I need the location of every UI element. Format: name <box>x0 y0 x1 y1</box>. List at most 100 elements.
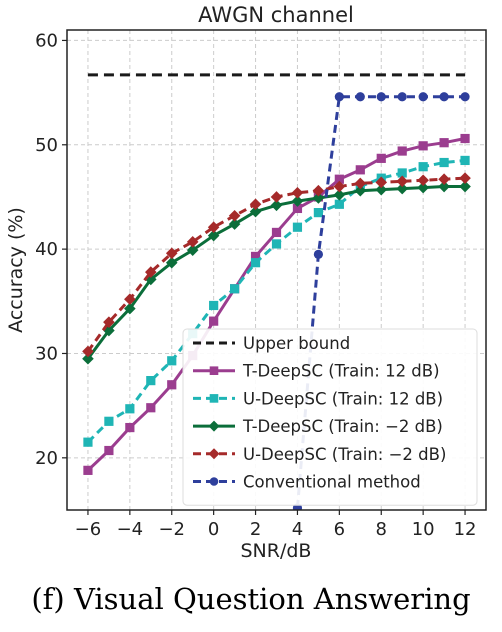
data-point-diamond <box>165 247 178 260</box>
legend-label: T-DeepSC (Train: −2 dB) <box>242 417 443 436</box>
data-point-diamond <box>249 198 262 211</box>
data-point-square <box>439 157 449 168</box>
legend-label: U-DeepSC (Train: 12 dB) <box>243 389 443 408</box>
data-point-diamond <box>333 180 346 193</box>
data-point-diamond <box>333 189 346 201</box>
data-point-diamond <box>145 266 157 278</box>
data-point-square <box>209 316 219 326</box>
legend-label: Upper bound <box>243 334 350 353</box>
ticks: −6 −4 −2 0 2 4 6 8 10 12 20 30 40 50 60 <box>35 30 476 540</box>
data-point-square <box>83 437 93 447</box>
data-point-diamond <box>249 205 262 218</box>
series-group <box>82 172 471 358</box>
data-point-diamond <box>82 352 94 365</box>
data-point-square <box>292 203 303 214</box>
x-tick-label: −2 <box>158 519 185 540</box>
data-point-square <box>460 133 470 144</box>
data-point-circle <box>355 92 365 102</box>
data-point-diamond <box>459 172 471 184</box>
data-point-diamond <box>165 256 178 269</box>
data-point-diamond <box>124 293 136 306</box>
data-point-diamond <box>103 316 115 328</box>
data-point-diamond <box>417 181 429 194</box>
data-point-square <box>292 222 303 232</box>
legend-label: U-DeepSC (Train: −2 dB) <box>243 445 446 464</box>
data-point-diamond <box>270 191 283 203</box>
data-point-square <box>125 404 135 414</box>
data-point-diamond <box>82 345 94 358</box>
x-tick-label: 8 <box>376 519 387 540</box>
data-point-square <box>313 208 323 218</box>
data-point-circle <box>209 477 219 486</box>
data-point-diamond <box>396 175 408 188</box>
data-point-square <box>250 258 261 268</box>
x-tick-label: 12 <box>454 519 477 540</box>
legend-label: T-DeepSC (Train: 12 dB) <box>242 362 440 381</box>
data-point-square <box>167 380 177 390</box>
figure-caption: (f) Visual Question Answering <box>31 582 471 616</box>
y-tick-label: 40 <box>35 239 58 260</box>
legend: Upper bound T-DeepSC (Train: 12 dB) U-Deep… <box>182 328 478 506</box>
data-point-diamond <box>291 195 304 207</box>
x-tick-label: 2 <box>250 519 261 540</box>
x-tick-label: 0 <box>208 519 219 540</box>
data-point-circle <box>418 92 428 102</box>
y-tick-label: 60 <box>35 30 58 51</box>
data-point-circle <box>460 92 470 102</box>
data-point-square <box>334 199 344 209</box>
data-point-square <box>397 168 407 178</box>
data-point-diamond <box>207 229 220 242</box>
data-point-square <box>418 162 428 172</box>
data-point-diamond <box>354 184 367 197</box>
data-point-square <box>125 422 135 433</box>
y-axis-label: Accuracy (%) <box>5 207 27 333</box>
data-point-diamond <box>375 176 388 189</box>
data-point-diamond <box>228 209 241 222</box>
data-point-square <box>250 251 261 262</box>
data-point-diamond <box>145 273 157 286</box>
data-point-diamond <box>228 218 241 230</box>
data-point-square <box>271 227 282 238</box>
data-point-diamond <box>417 174 429 187</box>
x-tick-label: −6 <box>75 519 102 540</box>
data-point-square <box>439 138 449 148</box>
legend-label: Conventional method <box>243 473 421 492</box>
data-point-diamond <box>375 183 388 196</box>
data-point-square <box>397 146 407 156</box>
x-tick-label: 4 <box>292 519 303 540</box>
data-point-square <box>104 445 114 456</box>
data-point-diamond <box>396 182 408 195</box>
data-point-circle <box>439 92 449 102</box>
data-point-circle <box>334 92 344 102</box>
data-point-square <box>104 416 114 426</box>
x-axis-label: SNR/dB <box>241 540 312 562</box>
plot-frame <box>66 29 487 511</box>
data-point-diamond <box>459 180 471 193</box>
data-point-square <box>376 153 386 163</box>
data-point-square <box>146 403 156 413</box>
data-point-circle <box>376 92 386 102</box>
legend-box <box>182 328 478 506</box>
data-point-diamond <box>208 420 220 432</box>
data-point-circle <box>397 92 407 102</box>
data-point-diamond <box>124 302 136 315</box>
data-point-diamond <box>207 221 220 234</box>
data-point-diamond <box>312 184 325 197</box>
data-point-diamond <box>438 173 450 186</box>
data-point-square <box>209 394 219 403</box>
data-point-square <box>271 239 282 249</box>
data-point-circle <box>313 249 323 259</box>
data-point-diamond <box>354 177 367 190</box>
data-point-square <box>334 174 344 184</box>
data-point-square <box>230 284 240 294</box>
data-point-square <box>418 141 428 151</box>
series-group <box>82 180 471 365</box>
data-point-diamond <box>270 199 283 212</box>
chart-title: AWGN channel <box>198 3 354 27</box>
y-tick-label: 50 <box>35 135 58 156</box>
x-tick-label: 6 <box>334 519 345 540</box>
data-point-diamond <box>208 448 220 460</box>
data-point-diamond <box>186 236 199 248</box>
data-point-square <box>167 356 177 366</box>
data-point-square <box>460 155 470 166</box>
